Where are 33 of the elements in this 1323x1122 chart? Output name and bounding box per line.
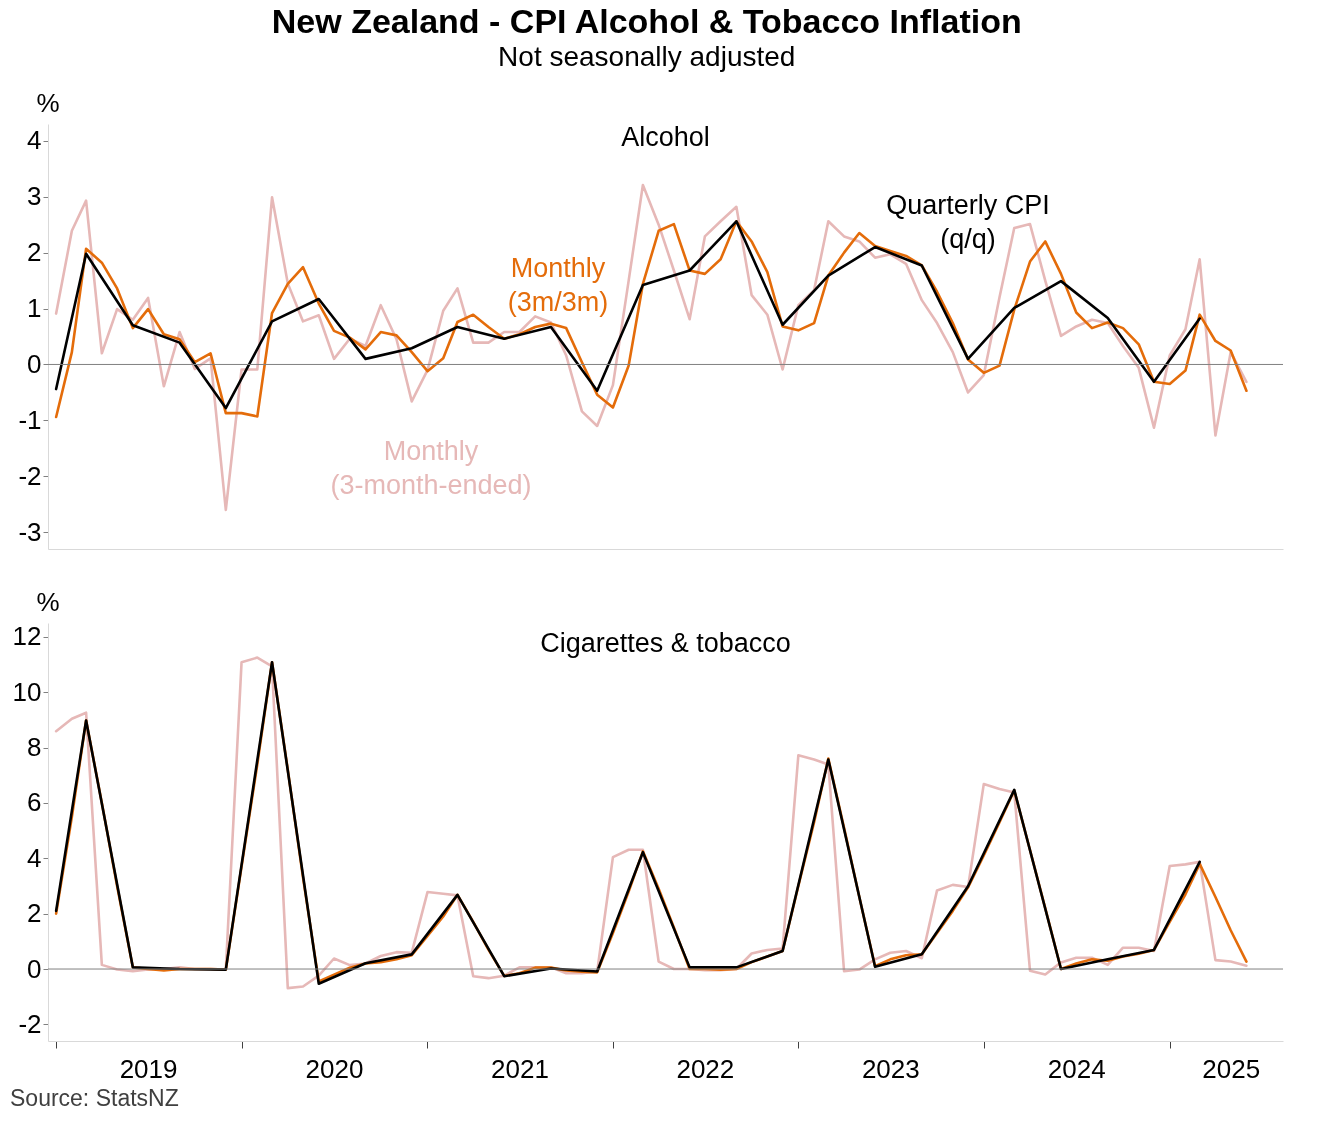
y-tick-label: 1 bbox=[27, 293, 42, 324]
y-axis-title: % bbox=[36, 586, 60, 617]
y-tick-label: 4 bbox=[27, 125, 42, 156]
y-tick-label: 2 bbox=[27, 898, 42, 929]
y-tick-label: 6 bbox=[27, 787, 42, 818]
x-tick-label: 2021 bbox=[491, 1053, 549, 1084]
y-tick-label: 8 bbox=[27, 732, 42, 763]
y-tick-label: 10 bbox=[12, 676, 42, 707]
y-tick-label: -1 bbox=[18, 404, 42, 435]
y-tick-label: 4 bbox=[27, 842, 42, 873]
text: Monthly (3-month-ended) bbox=[330, 436, 532, 500]
y-tick-label: 0 bbox=[27, 348, 42, 379]
annotation: Alcohol bbox=[621, 122, 710, 152]
x-tick-label: 2025 bbox=[1202, 1053, 1261, 1084]
y-tick-label: 3 bbox=[27, 181, 42, 212]
y-tick-label: -2 bbox=[18, 460, 42, 491]
source-note: Source: StatsNZ bbox=[10, 1085, 179, 1111]
x-tick-label: 2022 bbox=[676, 1053, 735, 1084]
y-tick-label: -2 bbox=[18, 1008, 42, 1039]
x-tick-label: 2020 bbox=[305, 1053, 364, 1084]
chart-title: New Zealand - CPI Alcohol & Tobacco Inflation bbox=[271, 2, 1022, 40]
x-tick-label: 2024 bbox=[1047, 1053, 1106, 1084]
y-axis-title: % bbox=[36, 87, 60, 118]
y-tick-label: 0 bbox=[27, 953, 42, 984]
x-tick-label: 2019 bbox=[119, 1053, 178, 1084]
series-label: Quarterly CPI (q/q) bbox=[886, 190, 1050, 254]
y-tick-label: 12 bbox=[12, 621, 42, 652]
y-tick-label: 2 bbox=[27, 237, 42, 268]
chart-subtitle: Not seasonally adjusted bbox=[498, 41, 796, 72]
x-tick-label: 2023 bbox=[861, 1053, 920, 1084]
chart-title: Cigarettes & tobacco bbox=[540, 628, 791, 658]
y-tick-label: -3 bbox=[18, 516, 42, 547]
series-label: Monthly (3m/3m) bbox=[507, 253, 609, 317]
